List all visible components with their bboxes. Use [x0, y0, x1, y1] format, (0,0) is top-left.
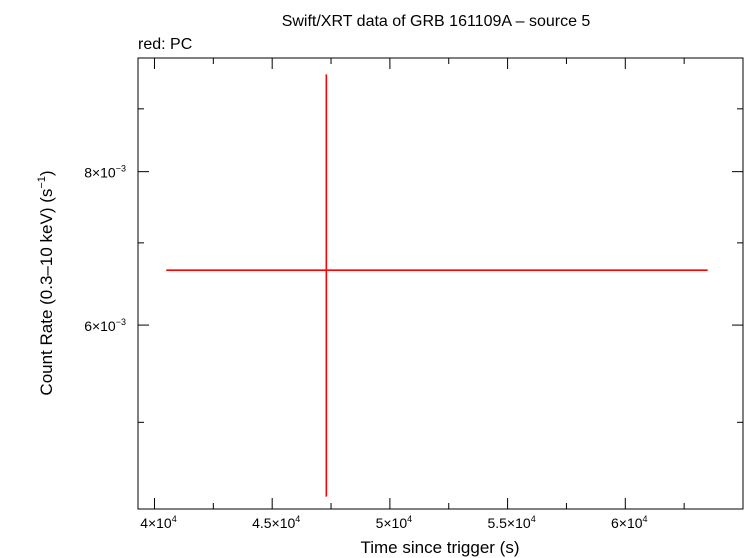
- y-axis-label-text: Count Rate (0.3–10 keV) (s: [37, 189, 56, 396]
- y-tick-label: 8×10−3: [84, 164, 126, 181]
- y-axis-label-exponent: −1: [36, 176, 48, 189]
- x-tick-label: 5.5×104: [487, 514, 535, 531]
- y-axis-label-close: ): [37, 170, 56, 176]
- x-tick-label: 6×104: [611, 514, 648, 531]
- axis-tick-labels: 4×104 4.5×104 5×104 5.5×104 6×104 6×10−3 8×10−…: [84, 164, 647, 531]
- x-axis-label: Time since trigger (s): [360, 538, 519, 557]
- y-axis-label: Count Rate (0.3–10 keV) (s−1): [36, 170, 56, 395]
- x-tick-label: 4×104: [140, 514, 177, 531]
- axis-ticks: [138, 58, 743, 509]
- chart-subtitle: red: PC: [138, 36, 192, 53]
- x-tick-label: 5×104: [376, 514, 413, 531]
- plot-frame: [137, 57, 744, 510]
- chart-title: Swift/XRT data of GRB 161109A – source 5: [282, 13, 591, 30]
- data-points: [166, 74, 708, 497]
- y-tick-label: 6×10−3: [84, 317, 126, 334]
- x-tick-label: 4.5×104: [252, 514, 300, 531]
